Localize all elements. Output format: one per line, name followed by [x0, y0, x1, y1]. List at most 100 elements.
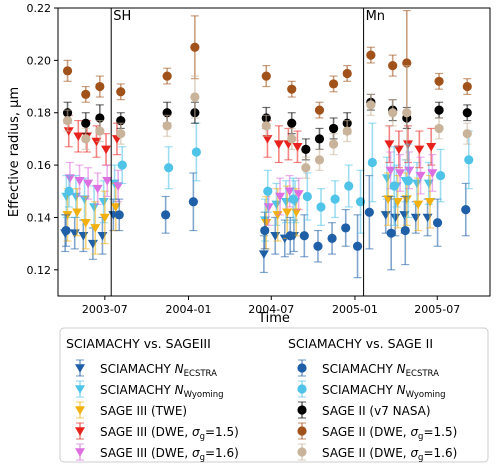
data-point — [426, 143, 437, 152]
data-point — [434, 123, 444, 134]
data-point — [64, 186, 74, 196]
data-point — [299, 231, 309, 241]
annotation-label: SH — [113, 9, 131, 24]
data-point — [464, 155, 474, 165]
data-point — [62, 115, 73, 126]
data-point — [330, 194, 340, 204]
data-point — [314, 134, 325, 144]
y-tick-label: 0.14 — [27, 211, 52, 224]
data-point — [62, 66, 73, 76]
data-point — [435, 170, 446, 181]
data-point — [273, 140, 284, 149]
data-point — [280, 197, 291, 207]
legend-marker — [75, 427, 85, 436]
legend-label: SCIAMACHY NWyoming — [322, 383, 446, 400]
data-point — [99, 213, 110, 223]
data-point — [415, 171, 426, 181]
legend-label: SAGE III (DWE, σg=1.6) — [100, 446, 239, 463]
data-point — [427, 169, 438, 178]
data-point — [328, 139, 339, 149]
legend-label: SAGE II (DWE, σg=1.6) — [322, 446, 457, 463]
data-point — [388, 108, 398, 118]
data-point — [400, 225, 410, 236]
data-point — [367, 157, 377, 168]
data-point — [401, 195, 412, 204]
data-point — [393, 145, 404, 155]
data-point — [328, 123, 339, 134]
data-point — [313, 241, 323, 251]
legend-label: SCIAMACHY NECSTRA — [100, 362, 217, 379]
data-point — [352, 241, 363, 251]
data-point — [432, 218, 443, 228]
x-tick-label: 2005-07 — [414, 303, 460, 316]
y-axis-title: Effective radius, µm — [7, 87, 22, 217]
data-point — [162, 121, 172, 131]
data-point — [380, 211, 391, 220]
legend-marker — [75, 385, 85, 394]
data-point — [328, 79, 339, 89]
y-tick-label: 0.18 — [27, 107, 52, 120]
x-tick-label: 2004-07 — [248, 303, 294, 316]
legend-marker — [297, 426, 307, 436]
legend-marker — [297, 447, 307, 457]
x-tick-label: 2003-07 — [82, 303, 128, 316]
data-point — [90, 224, 101, 233]
data-point — [287, 84, 297, 94]
data-point — [342, 68, 352, 79]
data-point — [402, 108, 412, 118]
legend-marker — [297, 405, 307, 415]
y-tick-label: 0.22 — [27, 2, 52, 15]
x-tick-label: 2004-01 — [166, 303, 212, 316]
series-3 — [63, 114, 437, 169]
legend-label: SCIAMACHY NECSTRA — [322, 362, 439, 379]
data-point — [366, 50, 376, 60]
data-point — [284, 187, 295, 197]
data-point — [384, 140, 395, 149]
data-point — [117, 160, 127, 170]
series-6 — [64, 122, 474, 234]
data-point — [413, 200, 424, 210]
data-point — [462, 81, 472, 92]
legend-marker — [75, 448, 85, 457]
y-tick-label: 0.12 — [27, 264, 52, 277]
data-point — [434, 76, 444, 86]
data-point — [403, 176, 413, 186]
series-9 — [62, 64, 472, 179]
data-point — [113, 182, 124, 191]
data-point — [258, 250, 269, 259]
data-point — [275, 192, 286, 202]
legend-label: SAGE III (TWE) — [100, 404, 187, 418]
legend-marker — [297, 384, 307, 394]
data-point — [414, 145, 425, 155]
legend-box — [59, 327, 489, 463]
data-point — [389, 181, 399, 191]
legend-label: SCIAMACHY NWyoming — [100, 383, 224, 400]
data-point — [301, 144, 311, 154]
legend-label: SAGE II (DWE, σg=1.5) — [322, 425, 457, 442]
legend-heading: SCIAMACHY vs. SAGEIII — [66, 336, 211, 351]
data-point — [292, 143, 303, 152]
data-point — [74, 177, 85, 186]
data-point — [87, 239, 98, 249]
data-point — [97, 232, 108, 241]
data-point — [261, 121, 271, 131]
data-point — [314, 105, 325, 115]
data-point — [287, 118, 297, 128]
data-point — [301, 163, 311, 173]
series-8 — [62, 10, 472, 119]
data-point — [462, 129, 472, 139]
y-tick-label: 0.20 — [27, 54, 52, 67]
data-point — [366, 100, 376, 110]
series-5 — [61, 172, 471, 279]
data-point — [404, 166, 415, 176]
y-tick-label: 0.16 — [27, 159, 52, 172]
x-axis-title: Time — [257, 311, 290, 326]
data-point — [64, 174, 75, 183]
data-point — [61, 225, 71, 236]
data-point — [270, 232, 281, 241]
legend-marker — [297, 363, 307, 373]
data-point — [385, 166, 396, 176]
data-point — [285, 231, 295, 241]
data-point — [260, 225, 270, 236]
x-tick-label: 2005-01 — [332, 303, 378, 316]
